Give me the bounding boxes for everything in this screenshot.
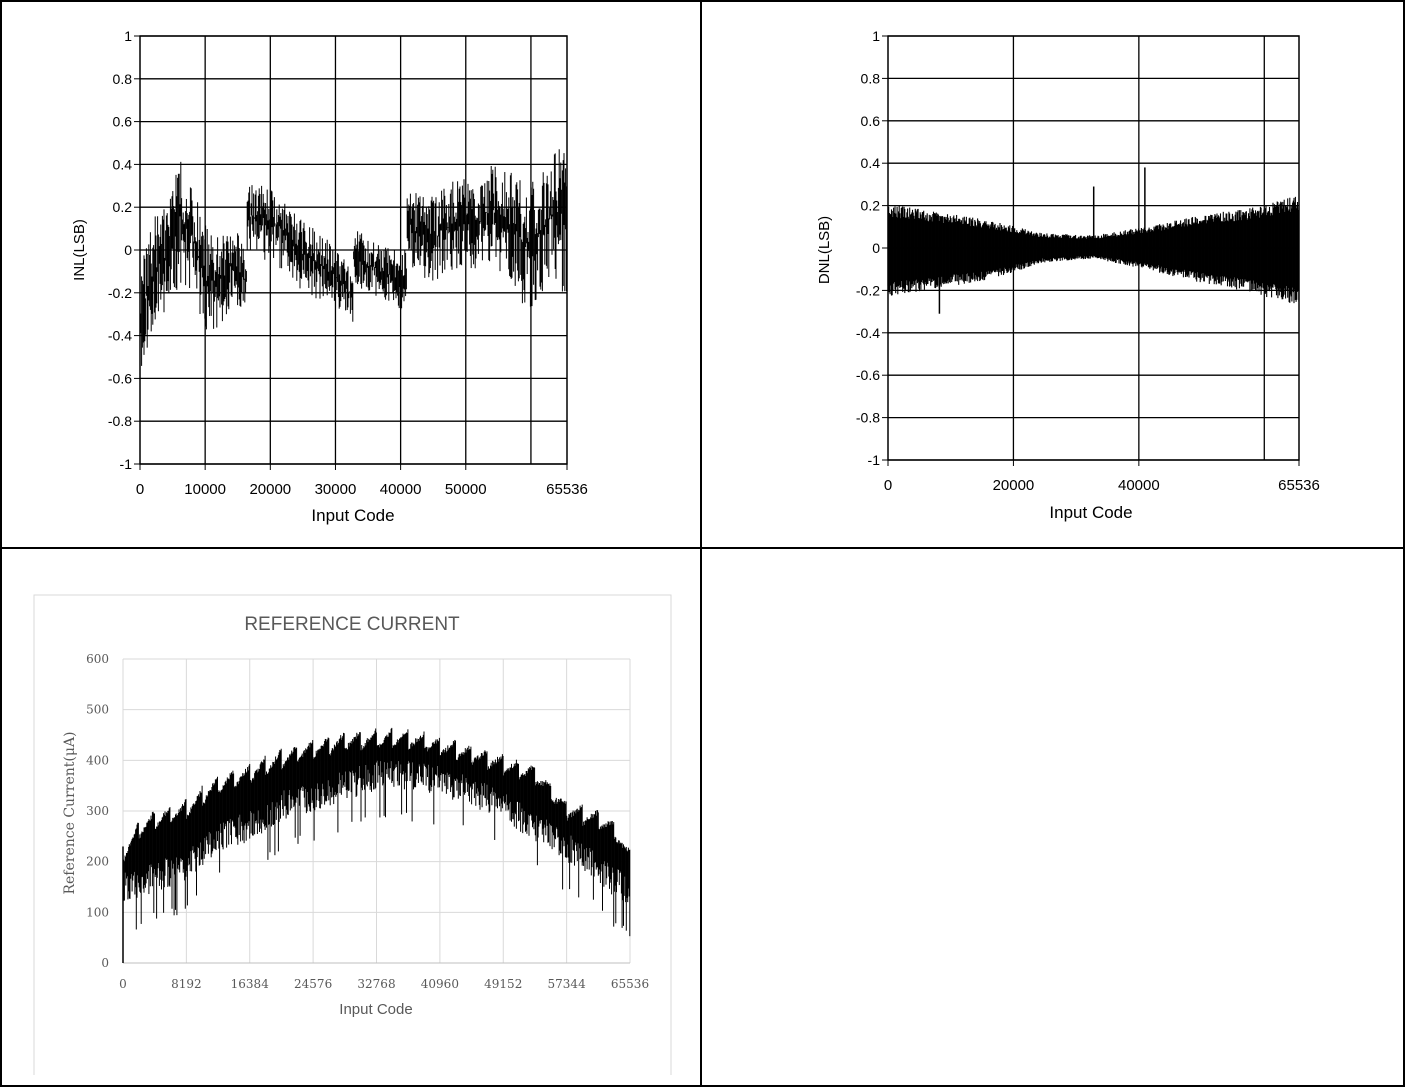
ref-x-axis-label: Input Code xyxy=(339,1001,412,1018)
dnl-y-tick-label: -0.8 xyxy=(856,410,880,426)
inl-x-tick-label: 0 xyxy=(136,481,144,498)
ref-y-tick-label: 100 xyxy=(86,905,109,919)
ref-x-tick-label: 65536 xyxy=(611,977,649,991)
inl-y-tick-label: 0.4 xyxy=(113,156,133,172)
inl-x-tick-label: 20000 xyxy=(249,481,291,498)
ref-y-ticks: 0 100 200 300 400 500 600 xyxy=(86,652,109,970)
inl-y-tick-label: -0.6 xyxy=(108,370,132,386)
ref-y-tick-label: 200 xyxy=(86,855,109,869)
inl-gridlines xyxy=(140,35,567,465)
dnl-y-tick-label: -0.4 xyxy=(856,325,880,341)
dnl-y-tick-label: 0.6 xyxy=(861,113,881,129)
inl-y-tick-label: -1 xyxy=(120,456,133,472)
inl-y-tick-label: 1 xyxy=(124,28,132,44)
dnl-y-tick-label: -1 xyxy=(868,452,881,468)
ref-y-axis-label: Reference Current(μA) xyxy=(62,731,78,894)
ref-x-tick-label: 16384 xyxy=(231,977,270,991)
inl-y-tick-label: -0.4 xyxy=(108,328,132,344)
ref-x-tick-label: 8192 xyxy=(171,977,202,991)
cell-empty xyxy=(700,547,1405,1087)
inl-x-tick-label: 50000 xyxy=(445,481,487,498)
dnl-y-axis-label: DNL(LSB) xyxy=(816,216,833,284)
inl-y-tick-label: 0.6 xyxy=(113,114,133,130)
dnl-y-tick-label: -0.6 xyxy=(856,367,880,383)
dnl-x-ticks: 0 20000 40000 65536 xyxy=(884,460,1320,494)
dnl-y-tick-label: 0.2 xyxy=(861,198,881,214)
dnl-y-ticks: -1 -0.8 -0.6 -0.4 -0.2 0 0.2 0.4 0.6 0.8 1 xyxy=(856,28,888,468)
dnl-y-tick-label: 1 xyxy=(872,28,880,44)
ref-series xyxy=(122,727,631,963)
ref-y-tick-label: 500 xyxy=(86,703,109,717)
ref-x-tick-label: 49152 xyxy=(484,977,522,991)
inl-y-tick-label: 0.2 xyxy=(113,199,133,215)
ref-chart: REFERENCE CURRENT 0 100 200 300 400 500 600 0 8… xyxy=(33,594,672,1087)
dnl-y-tick-label: 0.8 xyxy=(861,70,881,86)
inl-y-tick-label: -0.8 xyxy=(108,413,132,429)
dnl-x-tick-label: 20000 xyxy=(993,477,1035,494)
inl-series xyxy=(139,149,567,366)
dnl-x-tick-label: 40000 xyxy=(1118,477,1160,494)
ref-x-tick-label: 40960 xyxy=(421,977,459,991)
ref-x-ticks: 0 8192 16384 24576 32768 40960 49152 57344 65536 xyxy=(119,977,649,991)
inl-y-tick-label: 0.8 xyxy=(113,71,133,87)
dnl-y-tick-label: -0.2 xyxy=(856,282,880,298)
inl-y-axis-label: INL(LSB) xyxy=(71,219,88,281)
dnl-x-axis-label: Input Code xyxy=(1049,503,1132,522)
dnl-y-tick-label: 0.4 xyxy=(861,155,881,171)
inl-chart: -1 -0.8 -0.6 -0.4 -0.2 0 0.2 0.4 0.6 0.8 1 0 10000 2… xyxy=(71,28,588,525)
inl-x-tick-label: 10000 xyxy=(184,481,226,498)
ref-x-tick-label: 0 xyxy=(119,977,127,991)
dnl-x-tick-label: 0 xyxy=(884,477,892,494)
inl-x-ticks: 0 10000 20000 30000 40000 50000 65536 xyxy=(136,464,588,498)
ref-y-tick-label: 600 xyxy=(86,652,109,666)
dnl-x-tick-label: 65536 xyxy=(1278,477,1320,494)
dnl-series xyxy=(887,167,1300,314)
ref-chart-title: REFERENCE CURRENT xyxy=(244,614,460,635)
inl-y-tick-label: 0 xyxy=(124,242,132,258)
inl-x-tick-label: 30000 xyxy=(315,481,357,498)
ref-x-tick-label: 57344 xyxy=(548,977,587,991)
dnl-y-tick-label: 0 xyxy=(872,240,880,256)
ref-x-tick-label: 24576 xyxy=(294,977,332,991)
ref-chart-container: REFERENCE CURRENT 0 100 200 300 400 500 600 0 8… xyxy=(0,548,700,1087)
inl-y-ticks: -1 -0.8 -0.6 -0.4 -0.2 0 0.2 0.4 0.6 0.8 1 xyxy=(108,28,140,472)
inl-x-axis-label: Input Code xyxy=(311,506,394,525)
ref-y-tick-label: 400 xyxy=(86,753,109,767)
inl-x-tick-label: 40000 xyxy=(380,481,422,498)
dnl-chart: -1 -0.8 -0.6 -0.4 -0.2 0 0.2 0.4 0.6 0.8 1 0 20000 4… xyxy=(816,28,1320,522)
ref-y-tick-label: 300 xyxy=(86,804,109,818)
inl-y-tick-label: -0.2 xyxy=(108,285,132,301)
inl-x-tick-label: 65536 xyxy=(546,481,588,498)
ref-y-tick-label: 0 xyxy=(101,956,109,970)
ref-x-tick-label: 32768 xyxy=(357,977,395,991)
